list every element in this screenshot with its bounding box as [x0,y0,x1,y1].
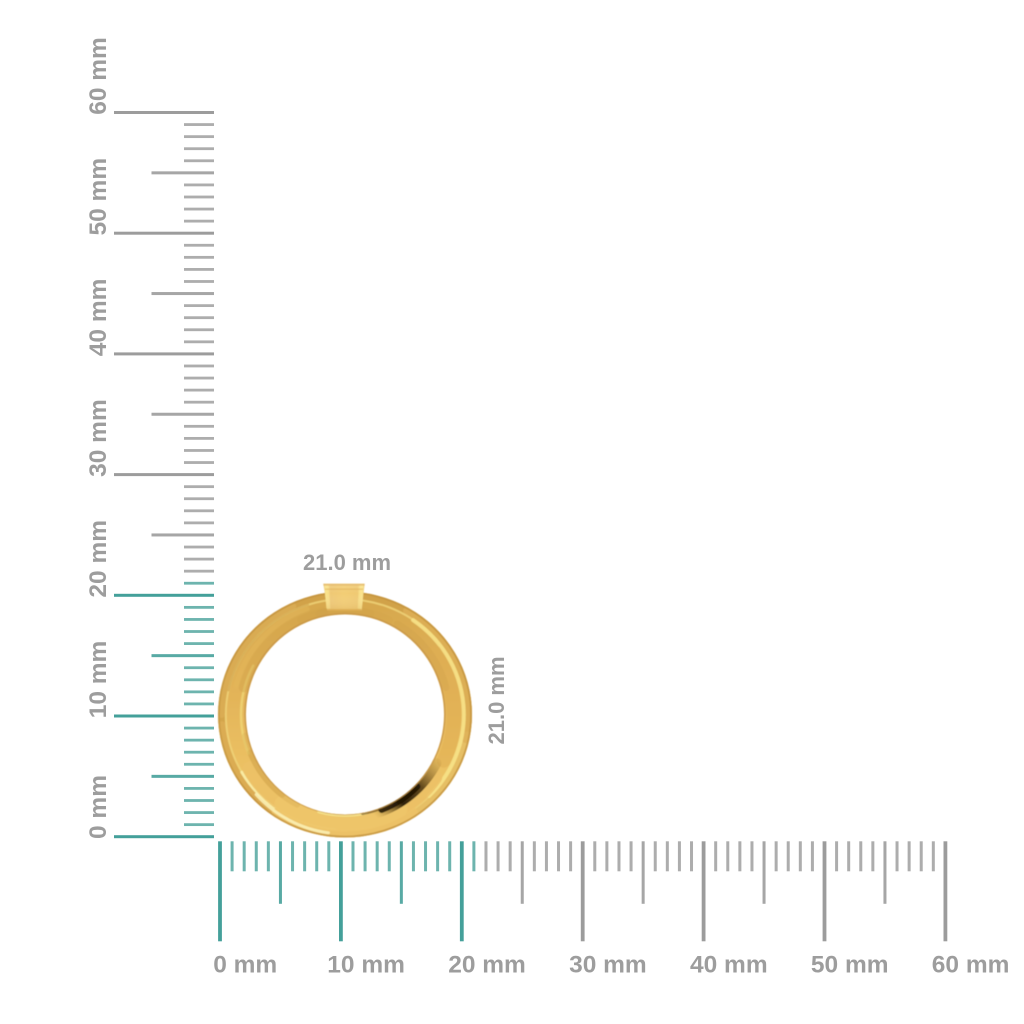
svg-text:20 mm: 20 mm [85,520,112,598]
svg-text:60 mm: 60 mm [85,37,112,115]
svg-text:50 mm: 50 mm [811,951,889,978]
svg-text:30 mm: 30 mm [85,399,112,477]
svg-text:0 mm: 0 mm [213,951,277,978]
svg-text:21.0 mm: 21.0 mm [303,550,391,575]
svg-text:20 mm: 20 mm [448,951,526,978]
svg-text:50 mm: 50 mm [85,158,112,236]
svg-text:21.0 mm: 21.0 mm [484,656,509,744]
svg-text:40 mm: 40 mm [690,951,768,978]
svg-text:0 mm: 0 mm [85,775,112,839]
svg-text:30 mm: 30 mm [569,951,647,978]
svg-text:60 mm: 60 mm [932,951,1010,978]
svg-text:40 mm: 40 mm [85,279,112,357]
svg-text:10 mm: 10 mm [327,951,405,978]
svg-text:10 mm: 10 mm [85,641,112,719]
